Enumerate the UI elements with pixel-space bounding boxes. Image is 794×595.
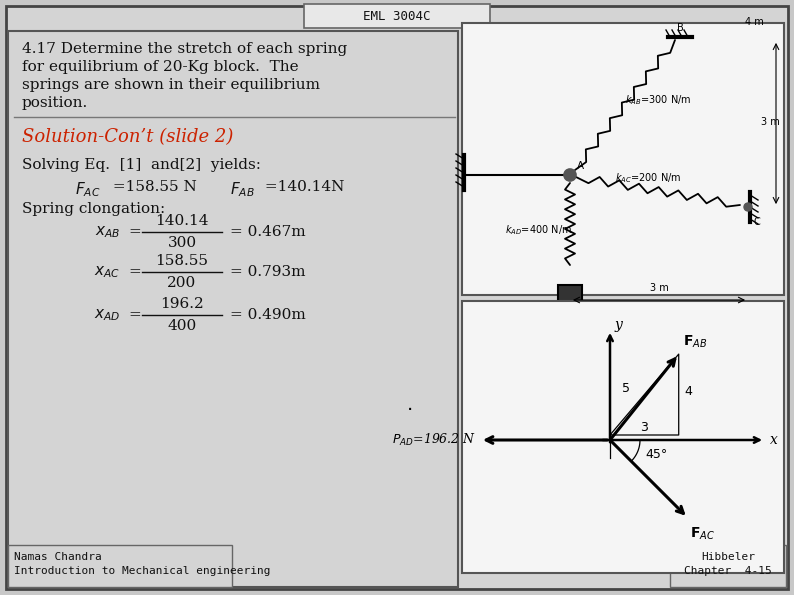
Text: y: y — [615, 318, 622, 332]
Text: 3 m: 3 m — [649, 283, 669, 293]
Text: for equilibrium of 20-Kg block.  The: for equilibrium of 20-Kg block. The — [22, 60, 299, 74]
Text: 4.17 Determine the stretch of each spring: 4.17 Determine the stretch of each sprin… — [22, 42, 347, 56]
FancyBboxPatch shape — [304, 4, 490, 28]
Text: $k_{AC}$=200 N/m: $k_{AC}$=200 N/m — [615, 171, 681, 185]
FancyBboxPatch shape — [6, 6, 788, 589]
Text: =: = — [128, 225, 141, 239]
Text: 300: 300 — [168, 236, 197, 250]
Text: =: = — [128, 265, 141, 279]
Text: A: A — [577, 161, 584, 171]
Text: $x_{AC}$: $x_{AC}$ — [94, 264, 120, 280]
Text: 140.14: 140.14 — [156, 214, 209, 228]
Text: 158.55: 158.55 — [156, 254, 209, 268]
Text: springs are shown in their equilibrium: springs are shown in their equilibrium — [22, 78, 320, 92]
Text: 400: 400 — [168, 319, 197, 333]
Text: x: x — [770, 433, 778, 447]
Text: = 0.490m: = 0.490m — [230, 308, 306, 322]
Text: $\mathbf{F}_{AC}$: $\mathbf{F}_{AC}$ — [690, 526, 715, 542]
Text: =140.14N: =140.14N — [260, 180, 345, 194]
Text: 45°: 45° — [645, 448, 667, 461]
Text: $F_{AB}$: $F_{AB}$ — [230, 180, 255, 199]
Text: $\mathbf{F}_{AB}$: $\mathbf{F}_{AB}$ — [683, 334, 707, 350]
Text: 4: 4 — [684, 384, 692, 397]
Text: Solving Eq.  [1]  and[2]  yields:: Solving Eq. [1] and[2] yields: — [22, 158, 261, 172]
Bar — [558, 285, 582, 313]
Text: Chapter  4-15: Chapter 4-15 — [684, 566, 772, 576]
Text: $k_{AB}$=300 N/m: $k_{AB}$=300 N/m — [625, 93, 692, 107]
Circle shape — [564, 169, 576, 181]
Text: 5: 5 — [622, 382, 630, 395]
FancyBboxPatch shape — [8, 545, 232, 587]
Text: $x_{AD}$: $x_{AD}$ — [94, 307, 120, 323]
Text: 4 m: 4 m — [746, 17, 764, 27]
FancyBboxPatch shape — [462, 23, 784, 295]
Text: Hibbeler: Hibbeler — [701, 552, 755, 562]
Text: $F_{AC}$: $F_{AC}$ — [75, 180, 101, 199]
Text: C: C — [753, 217, 760, 227]
FancyBboxPatch shape — [462, 301, 784, 573]
Text: $x_{AB}$: $x_{AB}$ — [94, 224, 120, 240]
Text: $P_{AD}$=196.2 N: $P_{AD}$=196.2 N — [392, 432, 476, 448]
Text: =158.55 N: =158.55 N — [108, 180, 197, 194]
Text: Introduction to Mechanical engineering: Introduction to Mechanical engineering — [14, 566, 271, 576]
Text: $k_{AD}$=400 N/m: $k_{AD}$=400 N/m — [505, 223, 572, 237]
Text: 196.2: 196.2 — [160, 297, 204, 311]
Text: EML 3004C: EML 3004C — [363, 10, 431, 23]
Text: = 0.467m: = 0.467m — [230, 225, 306, 239]
Text: =: = — [128, 308, 141, 322]
Text: B: B — [676, 23, 684, 33]
Text: .: . — [407, 395, 413, 414]
FancyBboxPatch shape — [670, 545, 786, 587]
Text: position.: position. — [22, 96, 88, 110]
Text: Namas Chandra: Namas Chandra — [14, 552, 102, 562]
Text: 3 m: 3 m — [761, 117, 780, 127]
Circle shape — [744, 203, 752, 211]
Text: = 0.793m: = 0.793m — [230, 265, 306, 279]
FancyBboxPatch shape — [8, 31, 458, 587]
Text: Spring clongation:: Spring clongation: — [22, 202, 165, 216]
Text: 3: 3 — [641, 421, 648, 434]
Text: 200: 200 — [168, 276, 197, 290]
Text: Solution-Con’t (slide 2): Solution-Con’t (slide 2) — [22, 128, 233, 146]
